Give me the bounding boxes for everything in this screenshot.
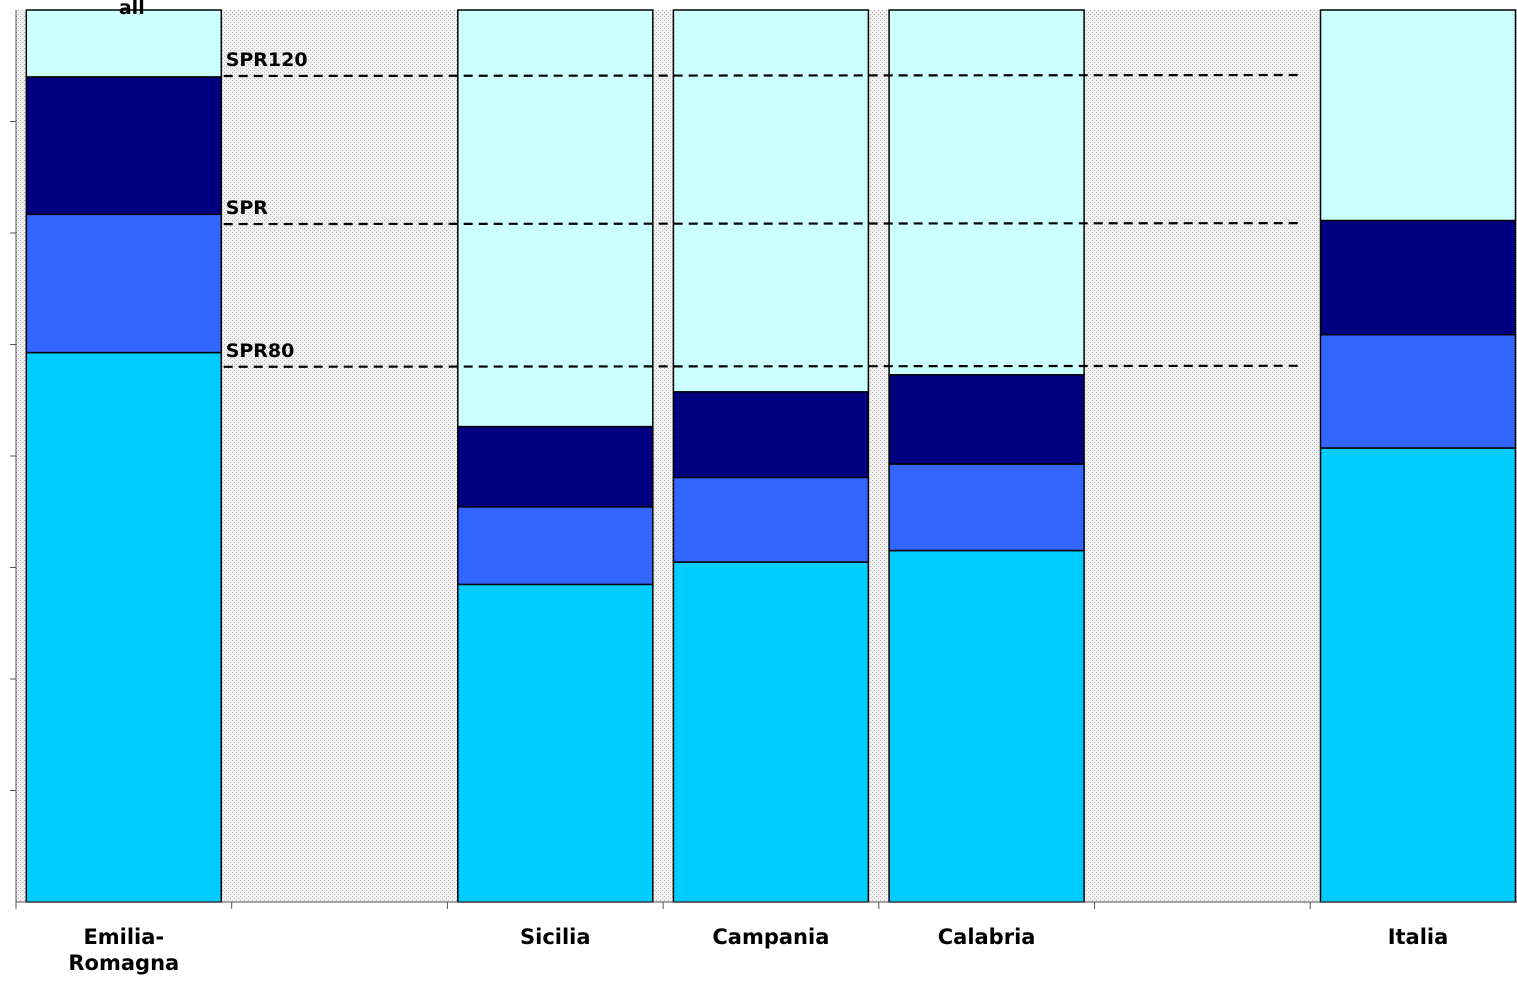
bar-segment — [1319, 9, 1517, 222]
bar-segment — [25, 351, 223, 903]
x-tick-label: Sicilia — [520, 925, 591, 949]
reference-line-label: SPR80 — [226, 340, 295, 362]
reference-line-label: SPR — [226, 197, 269, 219]
bar-segment — [457, 425, 654, 508]
x-tick-label: Calabria — [938, 925, 1036, 949]
bar-segment — [457, 9, 654, 428]
bar-segment — [25, 213, 223, 354]
bar-segment — [888, 463, 1085, 552]
bar-segment — [1319, 333, 1517, 449]
x-tick-label: Romagna — [68, 951, 179, 975]
reference-line-label: SPR120 — [226, 49, 308, 71]
bar-segment — [672, 476, 870, 563]
bar-segment — [457, 506, 654, 586]
bar-segment — [888, 549, 1085, 903]
x-tick-label: Emilia- — [83, 925, 164, 949]
bar-segment — [672, 391, 870, 479]
x-tick-label: Campania — [712, 925, 829, 949]
bar-segment — [1319, 447, 1517, 903]
bar-segment — [25, 76, 223, 216]
clipped-data-label: all — [119, 0, 145, 19]
bar-segment — [888, 374, 1085, 465]
bar-segment — [672, 561, 870, 903]
bar-segment — [672, 9, 870, 393]
bar-segment — [1319, 219, 1517, 336]
bar-segment — [457, 583, 654, 903]
bar-segment — [25, 9, 223, 78]
x-tick-label: Italia — [1388, 925, 1449, 949]
bar-segment — [888, 9, 1085, 376]
